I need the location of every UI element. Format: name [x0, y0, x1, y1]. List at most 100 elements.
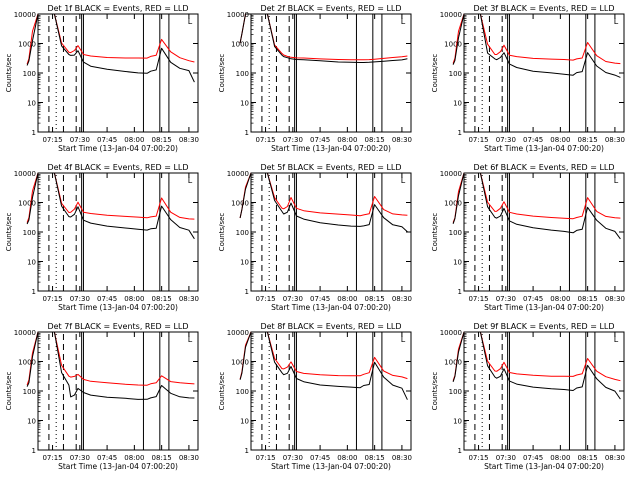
panel-det-8: Det 8f BLACK = Events, RED = LLD 1 10 100 10… — [218, 322, 412, 471]
x-tick-label: 07:45 — [97, 454, 117, 462]
y-tick-label: 100 — [23, 70, 36, 78]
y-tick-label: 100 — [236, 388, 249, 396]
y-tick-label: 1 — [458, 129, 462, 137]
x-tick-label: 08:00 — [337, 136, 357, 144]
x-tick-label: 07:30 — [70, 136, 90, 144]
plot-frame — [37, 172, 199, 292]
corner-glyph: L — [188, 17, 193, 26]
chart-title: Det 8f BLACK = Events, RED = LLD — [260, 322, 401, 331]
y-tick-label: 1 — [245, 288, 249, 296]
y-tick-label: 10 — [240, 418, 249, 426]
y-tick-label: 1 — [458, 288, 462, 296]
chart-title: Det 9f BLACK = Events, RED = LLD — [473, 322, 614, 331]
x-axis-label: Start Time (13-Jan-04 07:00:20) — [58, 303, 178, 312]
y-tick-label: 1000 — [18, 359, 36, 367]
x-tick-label: 08:15 — [152, 295, 172, 303]
x-tick-label: 07:15 — [255, 295, 275, 303]
x-axis-label: Start Time (13-Jan-04 07:00:20) — [484, 303, 604, 312]
y-tick-label: 1 — [32, 129, 36, 137]
y-tick-label: 10 — [27, 418, 36, 426]
y-tick-label: 1000 — [444, 200, 462, 208]
x-tick-label: 08:30 — [392, 295, 412, 303]
chart-title: Det 4f BLACK = Events, RED = LLD — [47, 163, 188, 172]
x-tick-label: 07:15 — [468, 295, 488, 303]
y-tick-label: 1 — [458, 447, 462, 455]
series-events-line — [239, 172, 408, 233]
y-tick-label: 10000 — [227, 11, 249, 19]
series-events-line — [26, 13, 195, 83]
x-tick-label: 08:30 — [179, 454, 199, 462]
series-events-line — [26, 172, 195, 240]
y-tick-label: 10 — [240, 100, 249, 108]
plot-frame — [250, 172, 412, 292]
corner-glyph: L — [188, 335, 193, 344]
x-tick-label: 07:30 — [283, 454, 303, 462]
y-tick-label: 10000 — [440, 329, 462, 337]
x-tick-label: 08:15 — [152, 136, 172, 144]
x-axis-label: Start Time (13-Jan-04 07:00:20) — [271, 303, 391, 312]
x-tick-label: 08:15 — [578, 295, 598, 303]
series-events-line — [452, 13, 621, 78]
chart-title: Det 7f BLACK = Events, RED = LLD — [47, 322, 188, 331]
x-tick-label: 08:15 — [578, 454, 598, 462]
y-axis-label: Counts/sec — [218, 213, 226, 252]
x-axis-label: Start Time (13-Jan-04 07:00:20) — [484, 462, 604, 471]
panel-det-5: Det 5f BLACK = Events, RED = LLD 1 10 100 10… — [218, 163, 412, 312]
x-tick-label: 07:15 — [255, 136, 275, 144]
x-axis-label: Start Time (13-Jan-04 07:00:20) — [58, 462, 178, 471]
plot-frame — [37, 331, 199, 451]
x-tick-label: 07:15 — [42, 454, 62, 462]
plot-frame — [463, 331, 625, 451]
x-tick-label: 07:30 — [496, 295, 516, 303]
x-tick-label: 08:30 — [605, 295, 625, 303]
corner-glyph: L — [614, 17, 619, 26]
x-tick-label: 08:30 — [179, 136, 199, 144]
x-tick-label: 07:30 — [283, 136, 303, 144]
x-tick-label: 08:30 — [605, 454, 625, 462]
x-tick-label: 07:45 — [97, 136, 117, 144]
x-tick-label: 08:00 — [124, 454, 144, 462]
x-tick-label: 08:00 — [337, 295, 357, 303]
chart-title: Det 6f BLACK = Events, RED = LLD — [473, 163, 614, 172]
y-tick-label: 10000 — [14, 329, 36, 337]
y-axis-label: Counts/sec — [218, 54, 226, 93]
x-tick-label: 08:15 — [365, 136, 385, 144]
plot-frame — [250, 331, 412, 451]
y-axis-label: Counts/sec — [218, 372, 226, 411]
x-tick-label: 08:30 — [179, 295, 199, 303]
y-tick-label: 1000 — [444, 359, 462, 367]
plot-frame — [463, 172, 625, 292]
corner-glyph: L — [188, 176, 193, 185]
x-tick-label: 07:15 — [42, 295, 62, 303]
y-tick-label: 1 — [245, 129, 249, 137]
x-tick-label: 08:00 — [550, 136, 570, 144]
plot-frame — [250, 13, 412, 133]
y-tick-label: 10 — [27, 100, 36, 108]
x-axis-label: Start Time (13-Jan-04 07:00:20) — [484, 144, 604, 153]
x-tick-label: 07:15 — [255, 454, 275, 462]
chart-title: Det 1f BLACK = Events, RED = LLD — [47, 4, 188, 13]
y-tick-label: 1 — [32, 288, 36, 296]
plot-frame — [37, 13, 199, 133]
x-tick-label: 07:30 — [283, 295, 303, 303]
y-tick-label: 10000 — [440, 11, 462, 19]
series-events-line — [239, 331, 408, 400]
x-tick-label: 07:45 — [310, 136, 330, 144]
chart-title: Det 3f BLACK = Events, RED = LLD — [473, 4, 614, 13]
x-tick-label: 07:45 — [523, 295, 543, 303]
chart-title: Det 2f BLACK = Events, RED = LLD — [260, 4, 401, 13]
series-events-line — [239, 13, 408, 63]
panel-det-6: Det 6f BLACK = Events, RED = LLD 1 10 100 10… — [431, 163, 625, 312]
x-tick-label: 08:15 — [152, 454, 172, 462]
y-tick-label: 100 — [236, 229, 249, 237]
y-tick-label: 1 — [245, 447, 249, 455]
y-tick-label: 100 — [449, 229, 462, 237]
y-axis-label: Counts/sec — [5, 213, 13, 252]
y-tick-label: 10000 — [227, 329, 249, 337]
x-tick-label: 07:30 — [496, 454, 516, 462]
y-tick-label: 10000 — [440, 170, 462, 178]
y-tick-label: 1000 — [231, 359, 249, 367]
x-axis-label: Start Time (13-Jan-04 07:00:20) — [58, 144, 178, 153]
x-tick-label: 07:15 — [42, 136, 62, 144]
